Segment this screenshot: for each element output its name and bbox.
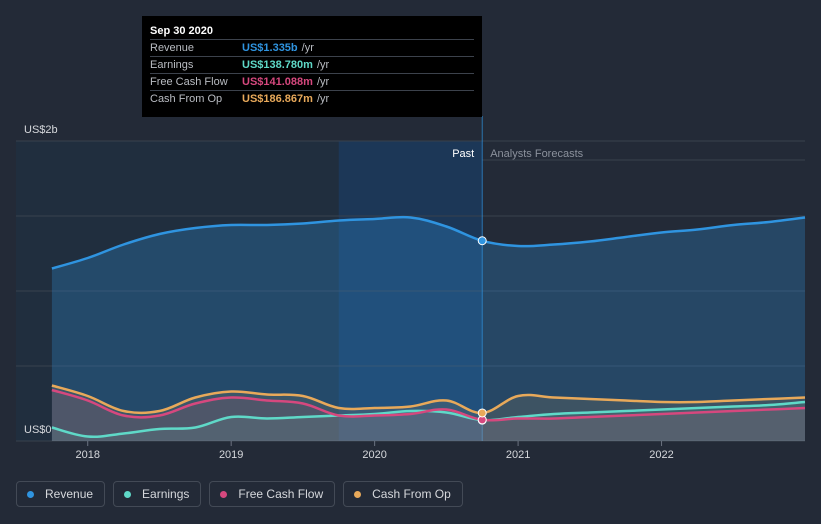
x-tick-label: 2018 [75,449,99,461]
legend-label: Revenue [45,487,94,501]
x-tick-label: 2022 [649,449,673,461]
legend-item-cash-from-op[interactable]: Cash From Op [343,481,463,507]
legend-dot-icon [354,490,362,498]
tooltip-unit: /yr [316,76,330,88]
tooltip-value: US$1.335b [242,42,298,54]
tooltip-date: Sep 30 2020 [150,25,213,37]
marker-cash-from-op [477,408,487,418]
tooltip-row-cash-from-op: Cash From Op US$186.867m /yr [150,90,474,107]
tooltip: Sep 30 2020 Revenue US$1.335b /yr Earnin… [142,16,482,117]
legend: Revenue Earnings Free Cash Flow Cash Fro… [16,481,463,507]
legend-dot-icon [124,490,132,498]
x-tick-label: 2020 [362,449,386,461]
legend-label: Free Cash Flow [238,487,324,501]
tooltip-value: US$186.867m [242,93,313,105]
series-lines [51,215,806,438]
gridlines [16,116,805,442]
y-axis-label-top: US$2b [24,124,58,136]
legend-dot-icon [27,490,34,498]
tooltip-label: Earnings [150,59,194,71]
series-areas [51,217,805,441]
tooltip-row-revenue: Revenue US$1.335b /yr [150,39,474,56]
tooltip-label: Cash From Op [150,93,223,105]
y-axis-label-bottom: US$0 [24,424,52,436]
tooltip-unit: /yr [301,42,314,54]
area-cash-from-op [51,385,805,441]
tooltip-unit: /yr [316,93,330,105]
current-markers [477,236,487,425]
x-tick-label: 2019 [219,449,243,461]
legend-dot-icon [220,490,228,498]
line-revenue [51,215,806,270]
past-label: Past [452,148,474,160]
marker-revenue [477,236,487,246]
tooltip-value: US$141.088m [242,76,313,88]
area-revenue [51,217,805,441]
tooltip-row-earnings: Earnings US$138.780m /yr [150,56,474,73]
legend-item-revenue[interactable]: Revenue [16,481,106,507]
line-cash-from-op [51,384,806,415]
legend-item-free-cash-flow[interactable]: Free Cash Flow [209,481,336,507]
x-tick-label: 2021 [506,449,530,461]
legend-label: Earnings [142,487,190,501]
tooltip-label: Revenue [150,42,195,54]
tooltip-value: US$138.780m [242,59,313,71]
legend-label: Cash From Op [372,487,451,501]
forecast-label: Analysts Forecasts [490,148,583,160]
tooltip-row-free-cash-flow: Free Cash Flow US$141.088m /yr [150,73,474,90]
area-free-cash-flow [51,390,805,441]
tooltip-label: Free Cash Flow [150,76,228,88]
axis-labels: US$2b US$0 2018 2019 2020 2021 2022 Past Analyst… [24,124,674,461]
legend-item-earnings[interactable]: Earnings [113,481,202,507]
line-free-cash-flow [51,388,806,422]
tooltip-unit: /yr [316,59,330,71]
